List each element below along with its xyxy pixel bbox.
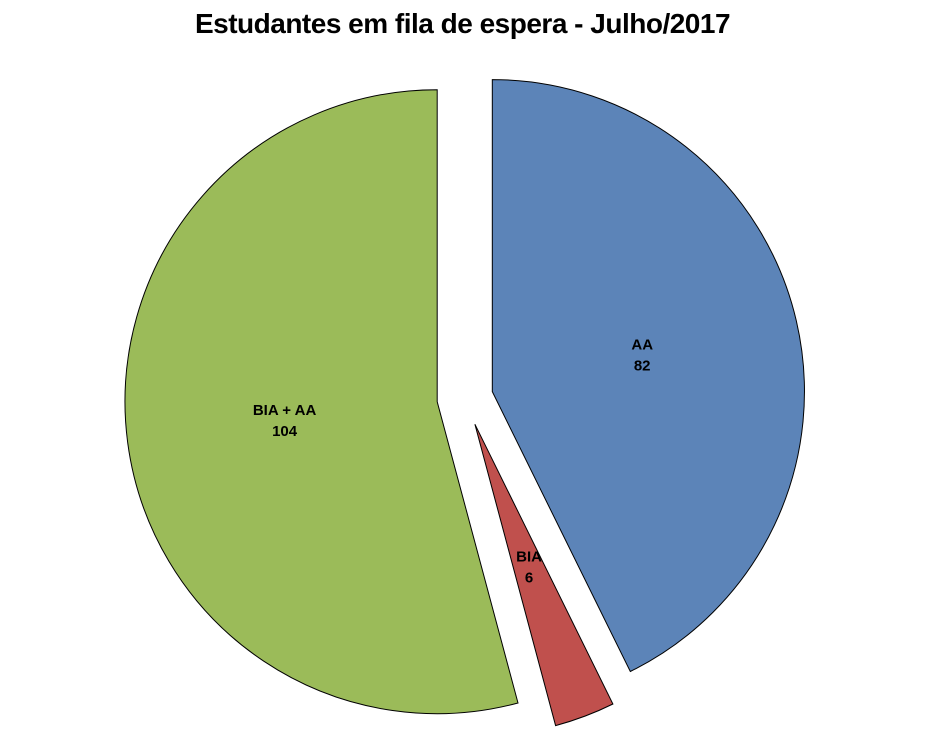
pie-slice-aa [491, 79, 805, 673]
pie-label-bia: BIA 6 [516, 548, 542, 586]
pie-label-aa: AA 82 [631, 337, 653, 375]
chart-title: Estudantes em fila de espera - Julho/201… [194, 8, 731, 39]
pie-slices [124, 79, 805, 727]
pie-slice-bia-aa [124, 89, 519, 715]
pie-label-bia-aa: BIA + AA 104 [253, 402, 317, 440]
pie-slice-bia [474, 423, 614, 727]
pie-labels: AA 82 BIA 6 BIA + AA 104 [253, 337, 653, 587]
